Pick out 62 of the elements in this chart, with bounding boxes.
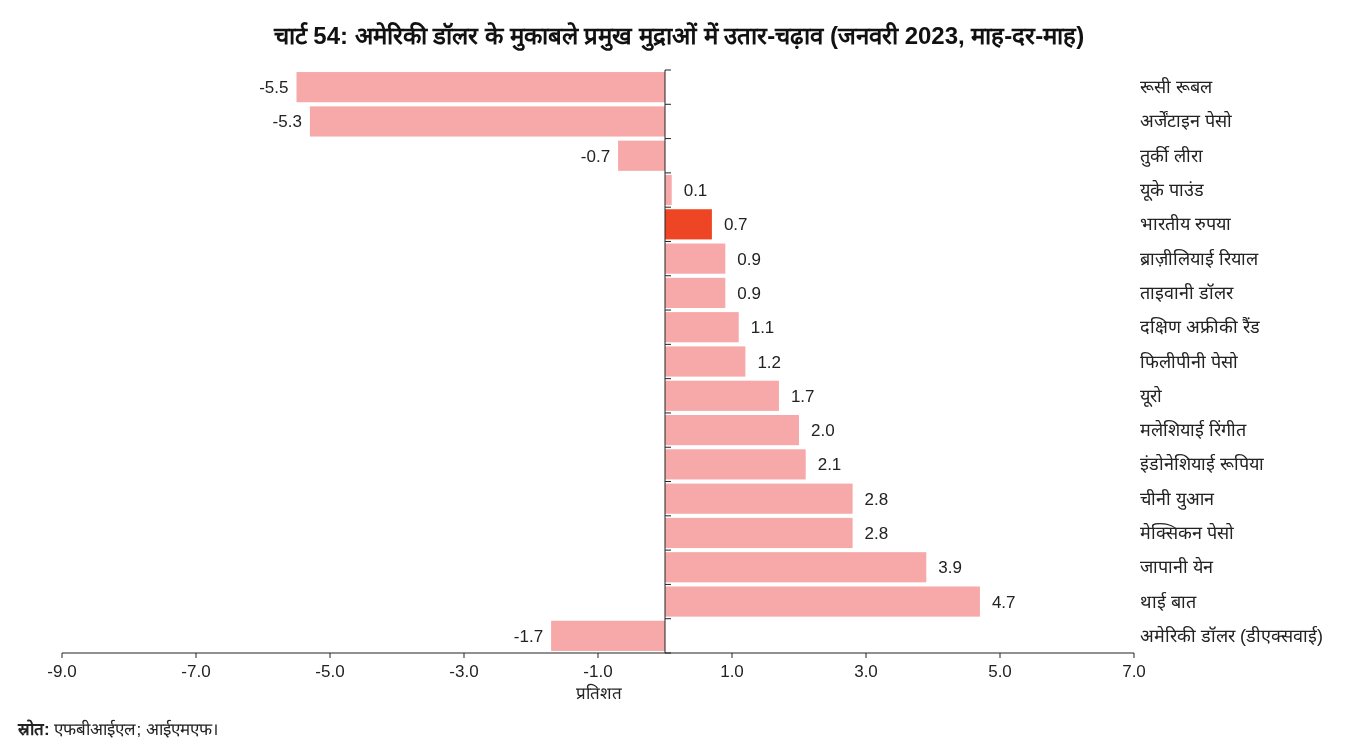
data-label: 0.1 <box>683 181 708 201</box>
bar <box>665 380 779 411</box>
chart-title: चार्ट 54: अमेरिकी डॉलर के मुकाबले प्रमुख मुद्राओं में उतार-चढ़ाव (जनवरी 2023, माह-दर-माह) <box>272 22 1085 51</box>
data-label: 4.7 <box>991 592 1016 612</box>
data-label: 1.7 <box>790 386 815 406</box>
data-label: 1.1 <box>750 318 775 338</box>
bar <box>618 140 665 171</box>
bar <box>296 72 665 103</box>
data-label: 3.9 <box>938 558 962 578</box>
data-label: -0.7 <box>580 146 611 166</box>
x-tick-label: -9.0 <box>47 662 77 681</box>
y-tick-label: फिलीपीनी पेसो <box>1140 350 1239 372</box>
y-tick-label: थाई बात <box>1140 590 1197 612</box>
x-tick-label: -3.0 <box>449 662 479 681</box>
bar <box>665 209 712 240</box>
y-tick-label: अमेरिकी डॉलर (डीएक्सवाई) <box>1140 624 1323 646</box>
y-tick-label: दक्षिण अफ्रीकी रैंड <box>1140 316 1261 338</box>
bar <box>665 517 853 549</box>
y-tick-label: चीनी युआन <box>1140 487 1215 510</box>
x-axis-title: प्रतिशत <box>576 683 622 703</box>
x-tick-label: -7.0 <box>181 662 211 681</box>
x-tick-label: 1.0 <box>720 662 744 681</box>
y-tick-label: यूके पाउंड <box>1140 179 1205 202</box>
bar <box>665 449 806 480</box>
data-label: 1.2 <box>757 352 782 372</box>
bar <box>665 312 739 343</box>
data-label: 2.0 <box>811 421 835 441</box>
x-tick-label: 3.0 <box>854 662 878 681</box>
bar <box>665 346 746 377</box>
y-tick-label: जापानी येन <box>1140 556 1214 578</box>
y-tick-label: ब्राज़ीलियाई रियाल <box>1140 247 1259 269</box>
y-tick-label: यूरो <box>1140 384 1162 407</box>
bar <box>551 620 665 651</box>
y-tick-label: मलेशियाई रिंगीत <box>1140 419 1247 441</box>
bar <box>665 483 853 514</box>
data-label: 0.9 <box>737 283 761 303</box>
x-tick-label: -5.0 <box>315 662 345 681</box>
x-tick-label: -1.0 <box>583 662 613 681</box>
x-tick-label: 5.0 <box>988 662 1012 681</box>
data-label: 2.8 <box>864 523 889 543</box>
bar <box>665 243 726 274</box>
bar <box>665 586 980 617</box>
y-tick-label: अर्जेंटाइन पेसो <box>1140 110 1233 132</box>
data-label: 0.9 <box>737 249 761 269</box>
x-tick-label: 7.0 <box>1122 662 1146 681</box>
data-label: -5.5 <box>259 78 289 98</box>
data-label: 2.1 <box>817 455 842 475</box>
bar <box>665 277 726 308</box>
y-tick-label: ताइवानी डॉलर <box>1140 281 1234 303</box>
y-tick-label: इंडोनेशियाई रूपिया <box>1140 453 1265 475</box>
data-label: 0.7 <box>723 215 748 235</box>
y-tick-label: रूसी रूबल <box>1140 76 1213 98</box>
bar <box>665 552 927 583</box>
data-label: -5.3 <box>272 112 302 132</box>
bar <box>665 415 799 446</box>
bar <box>309 106 665 137</box>
data-label: 2.8 <box>864 489 889 509</box>
text: स्रोत: एफबीआईएल; आईएमएफ। <box>17 719 218 739</box>
data-label: -1.7 <box>513 626 544 646</box>
y-tick-label: तुर्की लीरा <box>1140 144 1204 167</box>
y-tick-label: भारतीय रुपया <box>1140 213 1232 235</box>
y-tick-label: मेक्सिकन पेसो <box>1140 521 1235 543</box>
